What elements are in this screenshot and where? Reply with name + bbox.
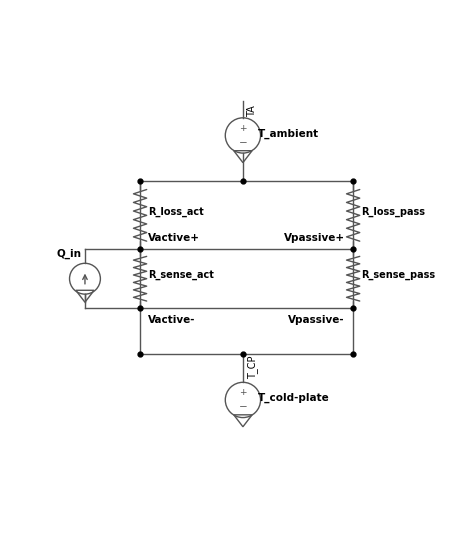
Text: R_loss_pass: R_loss_pass [361,207,425,217]
Text: Vactive+: Vactive+ [148,233,200,243]
Text: Vpassive+: Vpassive+ [284,233,345,243]
Text: +: + [239,388,246,397]
Text: T_cold-plate: T_cold-plate [258,393,329,403]
Text: R_loss_act: R_loss_act [148,207,204,217]
Text: −: − [238,138,247,148]
Text: Vpassive-: Vpassive- [288,315,345,325]
Text: Vactive-: Vactive- [148,315,196,325]
Text: TA: TA [247,105,257,117]
Text: +: + [239,123,246,133]
Text: R_sense_act: R_sense_act [148,270,214,280]
Text: T_CP: T_CP [247,356,258,379]
Text: R_sense_pass: R_sense_pass [361,270,435,280]
Text: T_ambient: T_ambient [258,128,319,138]
Text: Q_in: Q_in [56,249,82,259]
Text: −: − [238,403,247,412]
